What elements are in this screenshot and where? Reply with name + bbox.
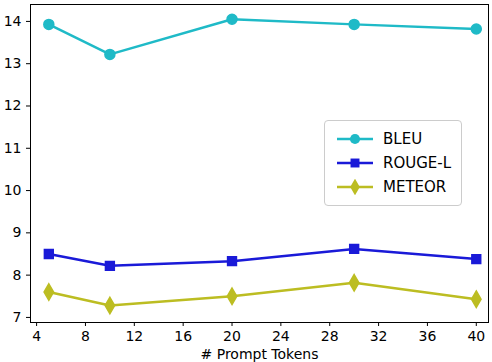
svg-text:7: 7 [13,309,22,325]
svg-text:8: 8 [13,267,22,283]
svg-text:24: 24 [272,328,290,344]
svg-text:36: 36 [419,328,437,344]
svg-text:11: 11 [4,140,22,156]
svg-text:16: 16 [174,328,192,344]
svg-text:12: 12 [125,328,143,344]
svg-text:9: 9 [13,224,22,240]
svg-text:14: 14 [4,13,22,29]
svg-text:8: 8 [81,328,90,344]
svg-text:28: 28 [321,328,339,344]
svg-text:20: 20 [223,328,241,344]
html-text:BLEU: BLEU [383,130,423,148]
html-text:ROUGE-L: ROUGE-L [383,154,452,172]
svg-text:10: 10 [4,182,22,198]
svg-text:12: 12 [4,97,22,113]
svg-text:13: 13 [4,55,22,71]
svg-text:4: 4 [32,328,41,344]
svg-text:# Prompt Tokens: # Prompt Tokens [201,346,319,362]
svg-text:32: 32 [370,328,388,344]
svg-text:40: 40 [467,328,485,344]
html-text:METEOR: METEOR [383,178,447,196]
